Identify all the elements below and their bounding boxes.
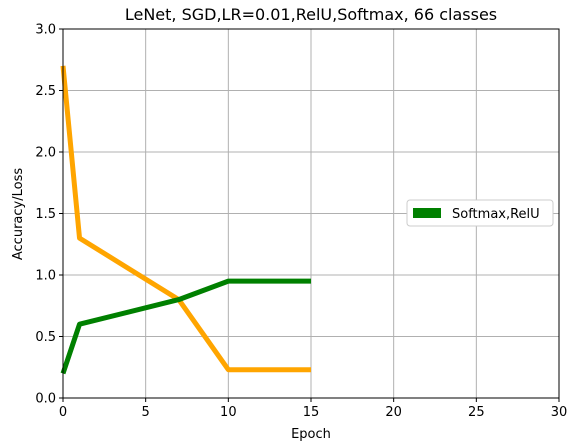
legend-label: Softmax,RelU <box>452 207 540 222</box>
y-tick-label: 1.0 <box>35 269 56 284</box>
y-tick-label: 3.0 <box>35 23 56 38</box>
legend: Softmax,RelU <box>406 199 554 227</box>
y-tick-label: 1.5 <box>35 207 56 222</box>
series-layer <box>60 65 311 375</box>
x-tick-label: 15 <box>303 405 320 420</box>
y-tick-label: 2.5 <box>35 84 56 99</box>
y-axis-label: Accuracy/Loss <box>11 168 26 260</box>
legend-swatch <box>413 208 441 218</box>
axis-ticks: 0 5 10 15 20 25 30 0.0 0.5 1.0 1.5 2.0 2.5 3.0 <box>35 23 567 421</box>
y-tick-label: 2.0 <box>35 146 56 161</box>
x-axis-label: Epoch <box>291 427 331 442</box>
series-line-softmax-relu <box>60 278 311 375</box>
x-tick-label: 10 <box>220 405 237 420</box>
y-tick-label: 0.0 <box>35 392 56 407</box>
chart-title: LeNet, SGD,LR=0.01,RelU,Softmax, 66 clas… <box>125 5 497 24</box>
x-tick-label: 20 <box>385 405 402 420</box>
y-tick-label: 0.5 <box>35 330 56 345</box>
x-tick-label: 0 <box>59 405 67 420</box>
x-tick-label: 30 <box>551 405 568 420</box>
x-tick-label: 5 <box>142 405 150 420</box>
x-tick-label: 25 <box>468 405 485 420</box>
legend-box <box>406 199 554 227</box>
